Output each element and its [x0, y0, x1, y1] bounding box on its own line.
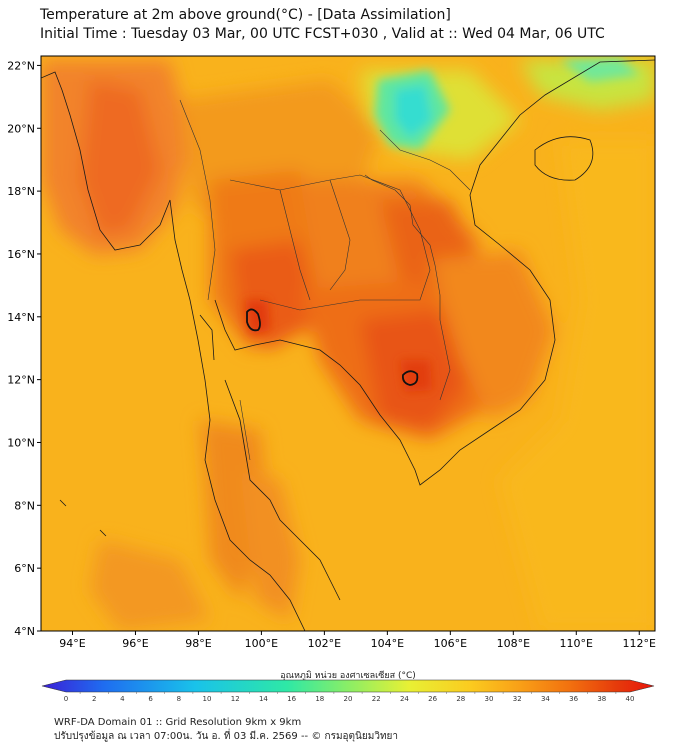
footer-update-info: ปรับปรุงข้อมูล ณ เวลา 07:00น. วัน อ. ที่…	[54, 731, 399, 742]
colorbar-tick-label: 24	[400, 695, 409, 703]
colorbar-tick-label: 20	[344, 695, 353, 703]
lat-tick-label: 16°N	[7, 248, 35, 261]
colorbar-tick-label: 8	[177, 695, 181, 703]
highlight-contours	[246, 308, 419, 386]
colorbar-tick-label: 6	[148, 695, 153, 703]
coastlines	[41, 59, 655, 631]
lat-tick-label: 20°N	[7, 122, 35, 135]
map-title: Temperature at 2m above ground(°C) - [Da…	[40, 7, 451, 23]
colorbar-tick-label: 0	[64, 695, 68, 703]
temperature-field	[41, 56, 655, 631]
map-subtitle: Initial Time : Tuesday 03 Mar, 00 UTC FC…	[40, 26, 605, 42]
lon-tick-label: 108°E	[497, 637, 530, 650]
colorbar-label: อุณหภูมิ หน่วย องศาเซลเซียส (°C)	[280, 670, 416, 681]
colorbar-tick-label: 32	[513, 695, 522, 703]
lat-tick-label: 8°N	[14, 499, 35, 512]
lon-tick-label: 110°E	[560, 637, 593, 650]
temperature-map: 22°N 20°N 18°N 16°N 14°N 12°N 10°N 8°N 6°N 4°N 94…	[7, 55, 656, 703]
lat-tick-label: 10°N	[7, 436, 35, 449]
colorbar-tick-label: 30	[485, 695, 494, 703]
map-frame	[40, 55, 656, 632]
lat-tick-label: 14°N	[7, 311, 35, 324]
colorbar-tick-label: 34	[541, 695, 550, 703]
lon-tick-label: 106°E	[434, 637, 467, 650]
colorbar-tick-label: 10	[203, 695, 212, 703]
lon-tick-label: 112°E	[623, 637, 656, 650]
lon-tick-label: 100°E	[245, 637, 278, 650]
lon-tick-label: 94°E	[59, 637, 85, 650]
colorbar-tick-label: 40	[626, 695, 635, 703]
lat-tick-label: 22°N	[7, 59, 35, 72]
footer-domain-info: WRF-DA Domain 01 :: Grid Resolution 9km …	[54, 717, 302, 728]
lon-tick-label: 98°E	[185, 637, 211, 650]
colorbar-tick-label: 2	[92, 695, 96, 703]
colorbar-tick-label: 14	[259, 695, 268, 703]
longitude-axis: 94°E 96°E 98°E 100°E 102°E 104°E 106°E 108°E 110…	[59, 631, 656, 650]
colorbar-tick-label: 26	[428, 695, 437, 703]
lat-tick-label: 4°N	[14, 625, 35, 638]
colorbar	[41, 679, 655, 693]
lat-tick-label: 18°N	[7, 185, 35, 198]
borders	[179, 99, 471, 461]
colorbar-tick-label: 12	[231, 695, 240, 703]
lon-tick-label: 102°E	[308, 637, 341, 650]
colorbar-tick-label: 38	[597, 695, 606, 703]
colorbar-tick-label: 22	[372, 695, 381, 703]
colorbar-tick-label: 18	[315, 695, 324, 703]
latitude-axis: 22°N 20°N 18°N 16°N 14°N 12°N 10°N 8°N 6°N 4°N	[7, 59, 41, 638]
colorbar-ticks: 0 2 4 6 8 10 12 14 16 18 20 22 24 26 28 30 32 34 36 38 40	[64, 692, 635, 703]
colorbar-tick-label: 4	[120, 695, 125, 703]
lat-tick-label: 6°N	[14, 562, 35, 575]
colorbar-tick-label: 28	[456, 695, 465, 703]
lon-tick-label: 104°E	[371, 637, 404, 650]
lon-tick-label: 96°E	[122, 637, 148, 650]
colorbar-tick-label: 16	[287, 695, 296, 703]
lat-tick-label: 12°N	[7, 374, 35, 387]
colorbar-tick-label: 36	[569, 695, 578, 703]
